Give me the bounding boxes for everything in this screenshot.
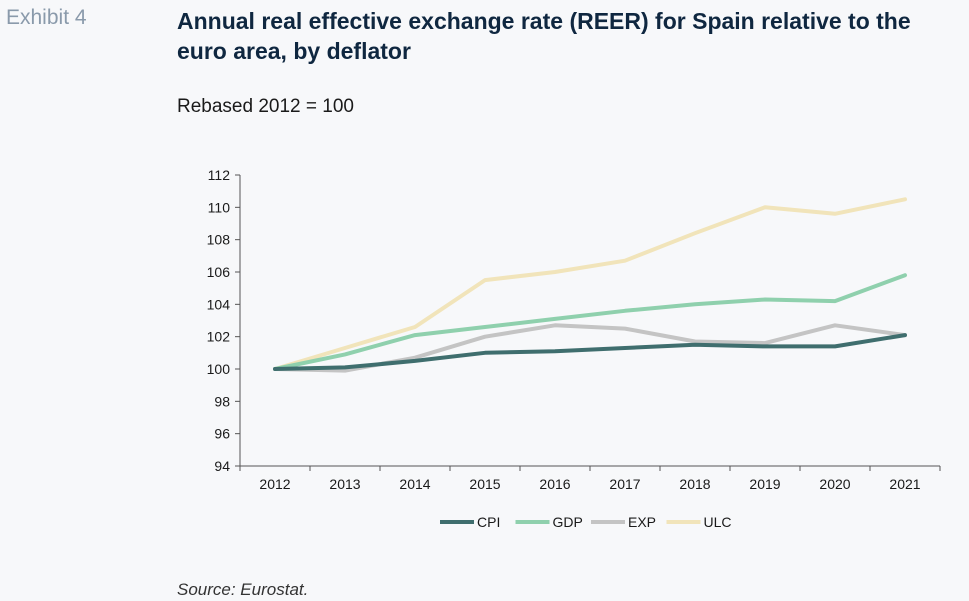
chart-axes: 94 96 98 100 102 104 106 108 110 112 2012 2013 2014 2… <box>207 167 941 492</box>
chart-subtitle: Rebased 2012 = 100 <box>177 96 354 117</box>
y-tick-label: 104 <box>207 296 231 312</box>
y-tick-label: 112 <box>208 167 231 183</box>
series-line-cpi <box>273 333 907 371</box>
y-tick-label: 96 <box>214 426 230 442</box>
x-tick-label: 2017 <box>609 476 640 492</box>
y-tick-label: 100 <box>207 361 231 377</box>
y-tick-label: 102 <box>207 329 231 345</box>
x-tick-label: 2018 <box>679 476 710 492</box>
chart-legend: CPI GDP EXP ULC <box>440 514 732 530</box>
series-line-ulc <box>273 197 907 371</box>
series-line-gdp <box>273 273 907 371</box>
x-tick-label: 2020 <box>819 476 850 492</box>
legend-label-cpi: CPI <box>477 514 500 530</box>
y-tick-label: 108 <box>207 232 231 248</box>
x-tick-label: 2014 <box>399 476 430 492</box>
x-tick-label: 2016 <box>539 476 570 492</box>
y-tick-label: 106 <box>207 264 231 280</box>
chart-series <box>273 197 907 373</box>
x-tick-label: 2015 <box>469 476 500 492</box>
legend-label-exp: EXP <box>628 514 656 530</box>
source-note: Source: Eurostat. <box>177 580 309 599</box>
legend-label-gdp: GDP <box>553 514 583 530</box>
exhibit-label: Exhibit 4 <box>6 6 87 29</box>
x-tick-label: 2019 <box>749 476 780 492</box>
y-tick-label: 94 <box>214 458 230 474</box>
x-tick-label: 2012 <box>259 476 290 492</box>
x-tick-label: 2021 <box>889 476 920 492</box>
x-tick-label: 2013 <box>329 476 360 492</box>
legend-label-ulc: ULC <box>704 514 732 530</box>
y-tick-label: 110 <box>208 199 231 215</box>
chart-title: Annual real effective exchange rate (REE… <box>177 8 911 64</box>
y-tick-label: 98 <box>214 393 230 409</box>
